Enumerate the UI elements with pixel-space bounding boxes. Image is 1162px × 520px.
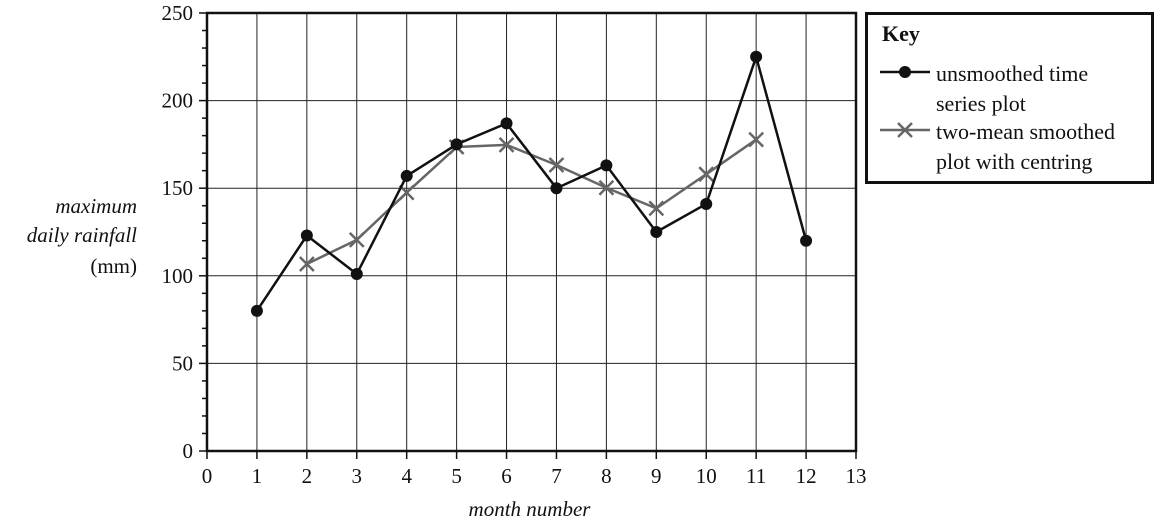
legend-swatch-unsmoothed	[880, 66, 930, 78]
x-tick-label: 9	[651, 464, 662, 488]
legend-label-line: unsmoothed time	[936, 61, 1089, 86]
legend-label-unsmoothed: unsmoothed time series plot	[936, 59, 1151, 119]
data-point-unsmoothed	[350, 268, 363, 281]
data-point-smoothed	[348, 232, 365, 248]
legend-label-smoothed: two-mean smoothed plot with centring	[936, 117, 1151, 177]
legend-title: Key	[882, 21, 920, 46]
data-point-smoothed	[548, 157, 565, 173]
cross-stroke	[348, 232, 365, 248]
cross-stroke	[698, 166, 715, 183]
y-tick-label: 150	[162, 176, 194, 200]
cross-stroke	[398, 184, 415, 201]
legend-label-line: two-mean smoothed	[936, 119, 1116, 144]
data-point-unsmoothed	[400, 169, 413, 182]
data-point-smoothed	[498, 136, 515, 153]
x-tick-label: 10	[696, 464, 717, 488]
y-axis-title-line-1: maximum	[55, 194, 137, 218]
x-tick-label: 4	[401, 464, 412, 488]
cross-stroke	[548, 157, 565, 173]
x-tick-label: 7	[551, 464, 562, 488]
data-point-unsmoothed	[250, 304, 263, 317]
y-axis-unit: (mm)	[90, 254, 137, 278]
data-point-unsmoothed	[600, 159, 613, 172]
axes	[199, 11, 858, 459]
x-tick-label: 6	[501, 464, 512, 488]
data-point-smoothed	[698, 166, 715, 183]
x-tick-label: 1	[252, 464, 263, 488]
legend: Key unsmoothed time series plot two-mean…	[865, 12, 1154, 184]
y-tick-label: 100	[162, 264, 194, 288]
cross-stroke	[748, 131, 765, 148]
data-point-unsmoothed	[500, 117, 513, 130]
x-tick-label: 0	[202, 464, 213, 488]
series-line-smoothed	[306, 138, 757, 266]
cross-stroke	[598, 179, 615, 196]
data-point-smoothed	[298, 256, 315, 272]
plot-frame	[205, 11, 858, 453]
x-tick-label: 12	[796, 464, 817, 488]
data-point-unsmoothed	[300, 229, 313, 242]
y-tick-label: 250	[162, 1, 194, 25]
data-point-unsmoothed	[450, 138, 463, 151]
cross-stroke	[298, 256, 315, 272]
x-tick-label: 11	[746, 464, 766, 488]
data-point-smoothed	[598, 179, 615, 196]
data-point-unsmoothed	[650, 226, 663, 238]
y-tick-label: 50	[172, 351, 193, 375]
legend-item-unsmoothed: unsmoothed time series plot	[878, 59, 1151, 119]
data-point-smoothed	[748, 131, 765, 148]
cross-stroke	[498, 136, 515, 153]
data-point-unsmoothed	[550, 182, 563, 195]
data-point-smoothed	[648, 200, 665, 217]
x-tick-label: 2	[302, 464, 313, 488]
y-tick-label: 200	[162, 89, 194, 113]
data-point-unsmoothed	[750, 50, 763, 63]
data-point-smoothed	[398, 184, 415, 201]
cross-stroke	[648, 200, 665, 217]
data-point-unsmoothed	[700, 197, 713, 210]
y-axis-title-line-2: daily rainfall	[27, 223, 137, 247]
legend-label-line: series plot	[936, 91, 1026, 116]
grid	[207, 13, 856, 451]
x-axis-title: month number	[469, 497, 592, 520]
x-tick-label: 3	[352, 464, 363, 488]
x-tick-label: 8	[601, 464, 612, 488]
x-tick-label: 5	[451, 464, 462, 488]
x-tick-label: 13	[846, 464, 867, 488]
legend-label-line: plot with centring	[936, 149, 1093, 174]
series-layer	[250, 50, 813, 317]
legend-item-smoothed: two-mean smoothed plot with centring	[878, 117, 1151, 177]
series-line-unsmoothed	[255, 55, 808, 312]
y-tick-label: 0	[183, 439, 194, 463]
legend-swatch-smoothed	[880, 122, 930, 138]
data-point-unsmoothed	[800, 234, 813, 247]
